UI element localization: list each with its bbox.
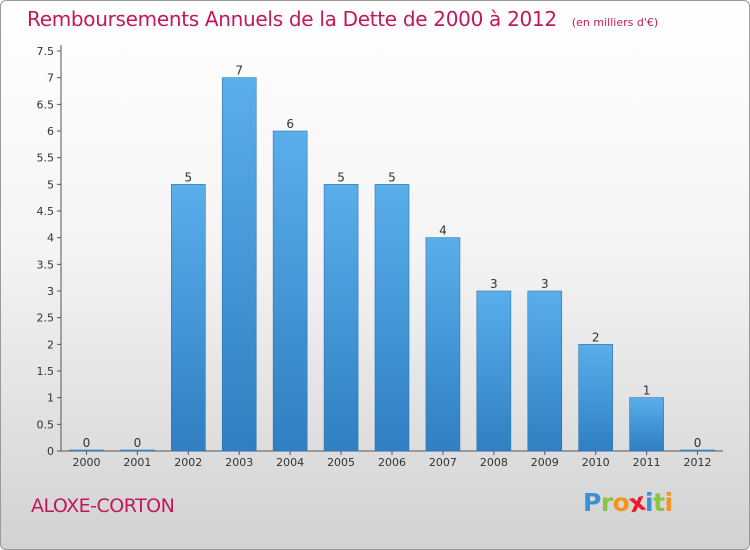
bar-2006 (374, 184, 410, 452)
y-tick-label: 1.5 (37, 365, 55, 378)
y-tick-label: 5 (47, 178, 54, 191)
bar-2007 (425, 237, 461, 452)
bar-2002 (171, 184, 206, 452)
bar-2008 (476, 290, 512, 452)
value-label-2012: 0 (694, 436, 702, 450)
bar-2004 (272, 130, 308, 452)
logo-letter: i (645, 488, 654, 517)
logo-letter: t (653, 488, 665, 517)
value-label-2011: 1 (643, 384, 651, 398)
bar-2005 (323, 184, 359, 452)
value-label-2010: 2 (592, 330, 600, 344)
logo-letter: o (612, 488, 630, 517)
value-label-2006: 5 (388, 170, 396, 184)
x-tick-label-2002: 2002 (174, 456, 202, 469)
value-label-2000: 0 (83, 436, 91, 450)
logo-letter: P (583, 488, 601, 517)
x-tick-label-2001: 2001 (123, 456, 151, 469)
x-tick-label-2007: 2007 (429, 456, 457, 469)
y-tick-label: 2.5 (37, 312, 55, 325)
x-tick-label-2011: 2011 (633, 456, 661, 469)
y-tick-label: 6 (47, 125, 54, 138)
y-tick-label: 5.5 (37, 152, 55, 165)
bar-2010 (578, 344, 613, 452)
y-tick-label: 4.5 (37, 205, 55, 218)
y-tick-label: 0 (47, 445, 54, 458)
y-tick-label: 3.5 (37, 258, 55, 271)
x-tick-label-2012: 2012 (684, 456, 712, 469)
bar-2000 (69, 449, 104, 452)
value-label-2003: 7 (235, 64, 243, 78)
bar-2011 (629, 397, 664, 452)
x-tick-label-2005: 2005 (327, 456, 355, 469)
value-label-2009: 3 (541, 277, 549, 291)
x-tick-label-2009: 2009 (531, 456, 559, 469)
value-label-2001: 0 (134, 436, 142, 450)
bar-2009 (527, 290, 563, 452)
x-tick-label-2010: 2010 (582, 456, 610, 469)
y-tick-label: 0.5 (37, 418, 55, 431)
proxiti-logo: Proxiti (583, 487, 674, 519)
commune-name: ALOXE-CORTON (31, 495, 175, 517)
y-tick-label: 4 (47, 232, 54, 245)
bar-2001 (120, 449, 155, 452)
x-tick-label-2004: 2004 (276, 456, 304, 469)
y-tick-label: 1 (47, 392, 54, 405)
chart-title-block: Remboursements Annuels de la Dette de 20… (27, 7, 658, 31)
y-tick-label: 2 (47, 338, 54, 351)
x-tick-label-2003: 2003 (225, 456, 253, 469)
chart-unit-note: (en milliers d'€) (571, 16, 659, 29)
x-tick-label-2000: 2000 (72, 456, 100, 469)
y-tick-label: 7.5 (37, 45, 55, 58)
value-label-2008: 3 (490, 277, 498, 291)
value-label-2004: 6 (286, 117, 294, 131)
bar-2003 (221, 77, 257, 452)
y-tick-label: 7 (47, 72, 54, 85)
x-tick-label-2008: 2008 (480, 456, 508, 469)
bar-2012 (680, 449, 715, 452)
y-tick-label: 3 (47, 285, 54, 298)
value-label-2005: 5 (337, 170, 345, 184)
logo-letter: i (664, 488, 674, 517)
x-tick-label-2006: 2006 (378, 456, 406, 469)
value-label-2002: 5 (184, 170, 192, 184)
chart-title: Remboursements Annuels de la Dette de 20… (27, 7, 557, 31)
y-tick-label: 6.5 (37, 98, 55, 111)
value-label-2007: 4 (439, 224, 447, 238)
logo-letter: r (600, 488, 613, 517)
